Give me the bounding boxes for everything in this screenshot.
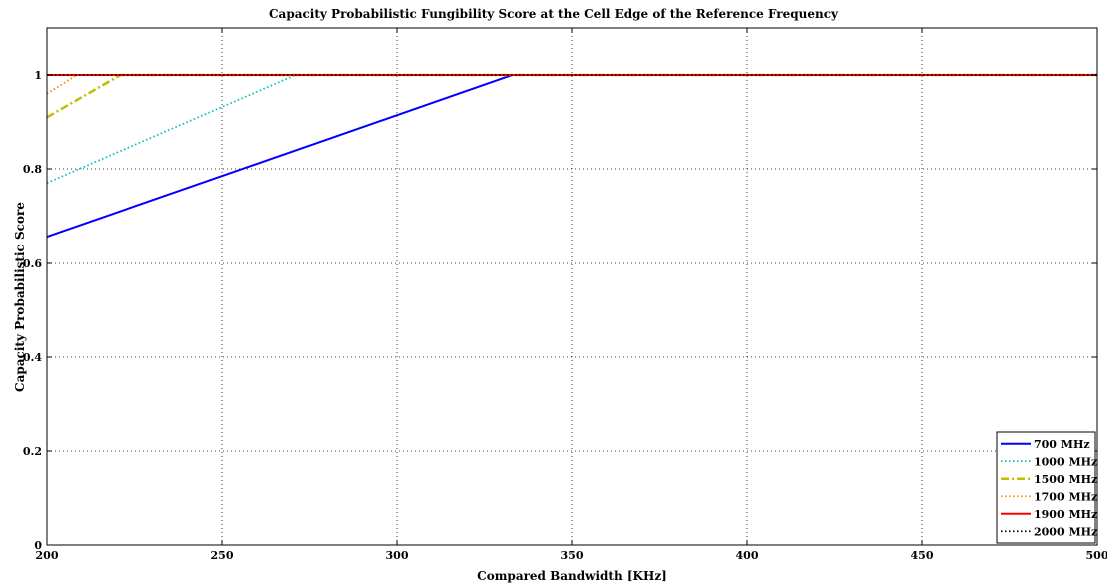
x-axis-label: Compared Bandwidth [KHz]	[477, 569, 667, 583]
legend-box	[996, 431, 1096, 544]
x-tick-label: 200	[36, 549, 59, 562]
y-tick-label: 0.4	[23, 351, 42, 364]
y-tick-label: 1	[34, 69, 42, 82]
x-tick-label: 250	[211, 549, 234, 562]
plot-area	[47, 28, 1097, 545]
legend-label: 1500 MHz	[1034, 473, 1097, 486]
legend-label: 700 MHz	[1034, 438, 1090, 451]
x-tick-label: 500	[1086, 549, 1107, 562]
legend-label: 1700 MHz	[1034, 490, 1097, 503]
x-tick-label: 450	[911, 549, 934, 562]
x-tick-label: 350	[561, 549, 584, 562]
y-tick-label: 0	[34, 539, 42, 552]
x-tick-label: 400	[736, 549, 759, 562]
legend-label: 1900 MHz	[1034, 508, 1097, 521]
chart-title: Capacity Probabilistic Fungibility Score…	[269, 7, 838, 21]
y-axis-label: Capacity Probabilistic Score	[13, 202, 27, 392]
y-tick-label: 0.8	[23, 163, 42, 176]
legend-label: 2000 MHz	[1034, 525, 1097, 538]
legend-label: 1000 MHz	[1034, 455, 1097, 468]
y-tick-label: 0.2	[23, 445, 42, 458]
y-tick-label: 0.6	[23, 257, 42, 270]
x-tick-label: 300	[386, 549, 409, 562]
